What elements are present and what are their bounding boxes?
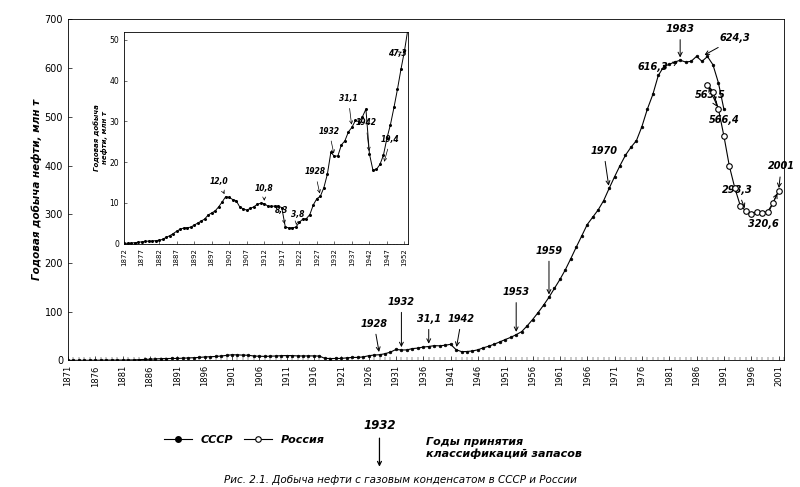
Text: 1983: 1983 — [666, 24, 694, 56]
Text: 10,8: 10,8 — [255, 184, 274, 200]
Legend: СССР, Россия: СССР, Россия — [159, 431, 329, 450]
Text: 19,4: 19,4 — [381, 134, 400, 161]
Text: 1970: 1970 — [590, 146, 617, 185]
Text: 1928: 1928 — [305, 167, 326, 193]
Text: Годы принятия
классификаций запасов: Годы принятия классификаций запасов — [426, 437, 582, 459]
Text: 1928: 1928 — [361, 318, 387, 351]
Text: 1959: 1959 — [535, 245, 562, 293]
Y-axis label: Годовая добыча
нефти, млн т: Годовая добыча нефти, млн т — [93, 104, 108, 171]
Text: 566,4: 566,4 — [709, 88, 739, 126]
Text: 12,0: 12,0 — [210, 177, 228, 193]
Text: 616,3: 616,3 — [638, 62, 677, 72]
Text: 624,3: 624,3 — [706, 33, 750, 55]
Text: 31,1: 31,1 — [417, 314, 441, 343]
Text: 1953: 1953 — [502, 287, 530, 331]
Y-axis label: Годовая добыча нефти, млн т: Годовая добыча нефти, млн т — [31, 99, 42, 281]
Text: 1932: 1932 — [388, 297, 415, 346]
Text: Рис. 2.1. Добыча нефти с газовым конденсатом в СССР и России: Рис. 2.1. Добыча нефти с газовым конденс… — [223, 474, 577, 485]
Text: 563,5: 563,5 — [695, 90, 726, 106]
Text: 2001: 2001 — [768, 161, 794, 187]
Text: 298,3: 298,3 — [722, 185, 753, 207]
Text: 3,8: 3,8 — [291, 210, 304, 225]
Text: 1932: 1932 — [363, 419, 396, 432]
Text: 31,1: 31,1 — [339, 94, 358, 124]
Text: 8,3: 8,3 — [275, 206, 289, 224]
Text: 320,6: 320,6 — [748, 194, 778, 229]
Text: 1942: 1942 — [448, 314, 475, 346]
Text: 47,3: 47,3 — [388, 49, 406, 58]
Text: 1932: 1932 — [318, 127, 340, 153]
Text: 1942: 1942 — [355, 118, 377, 150]
